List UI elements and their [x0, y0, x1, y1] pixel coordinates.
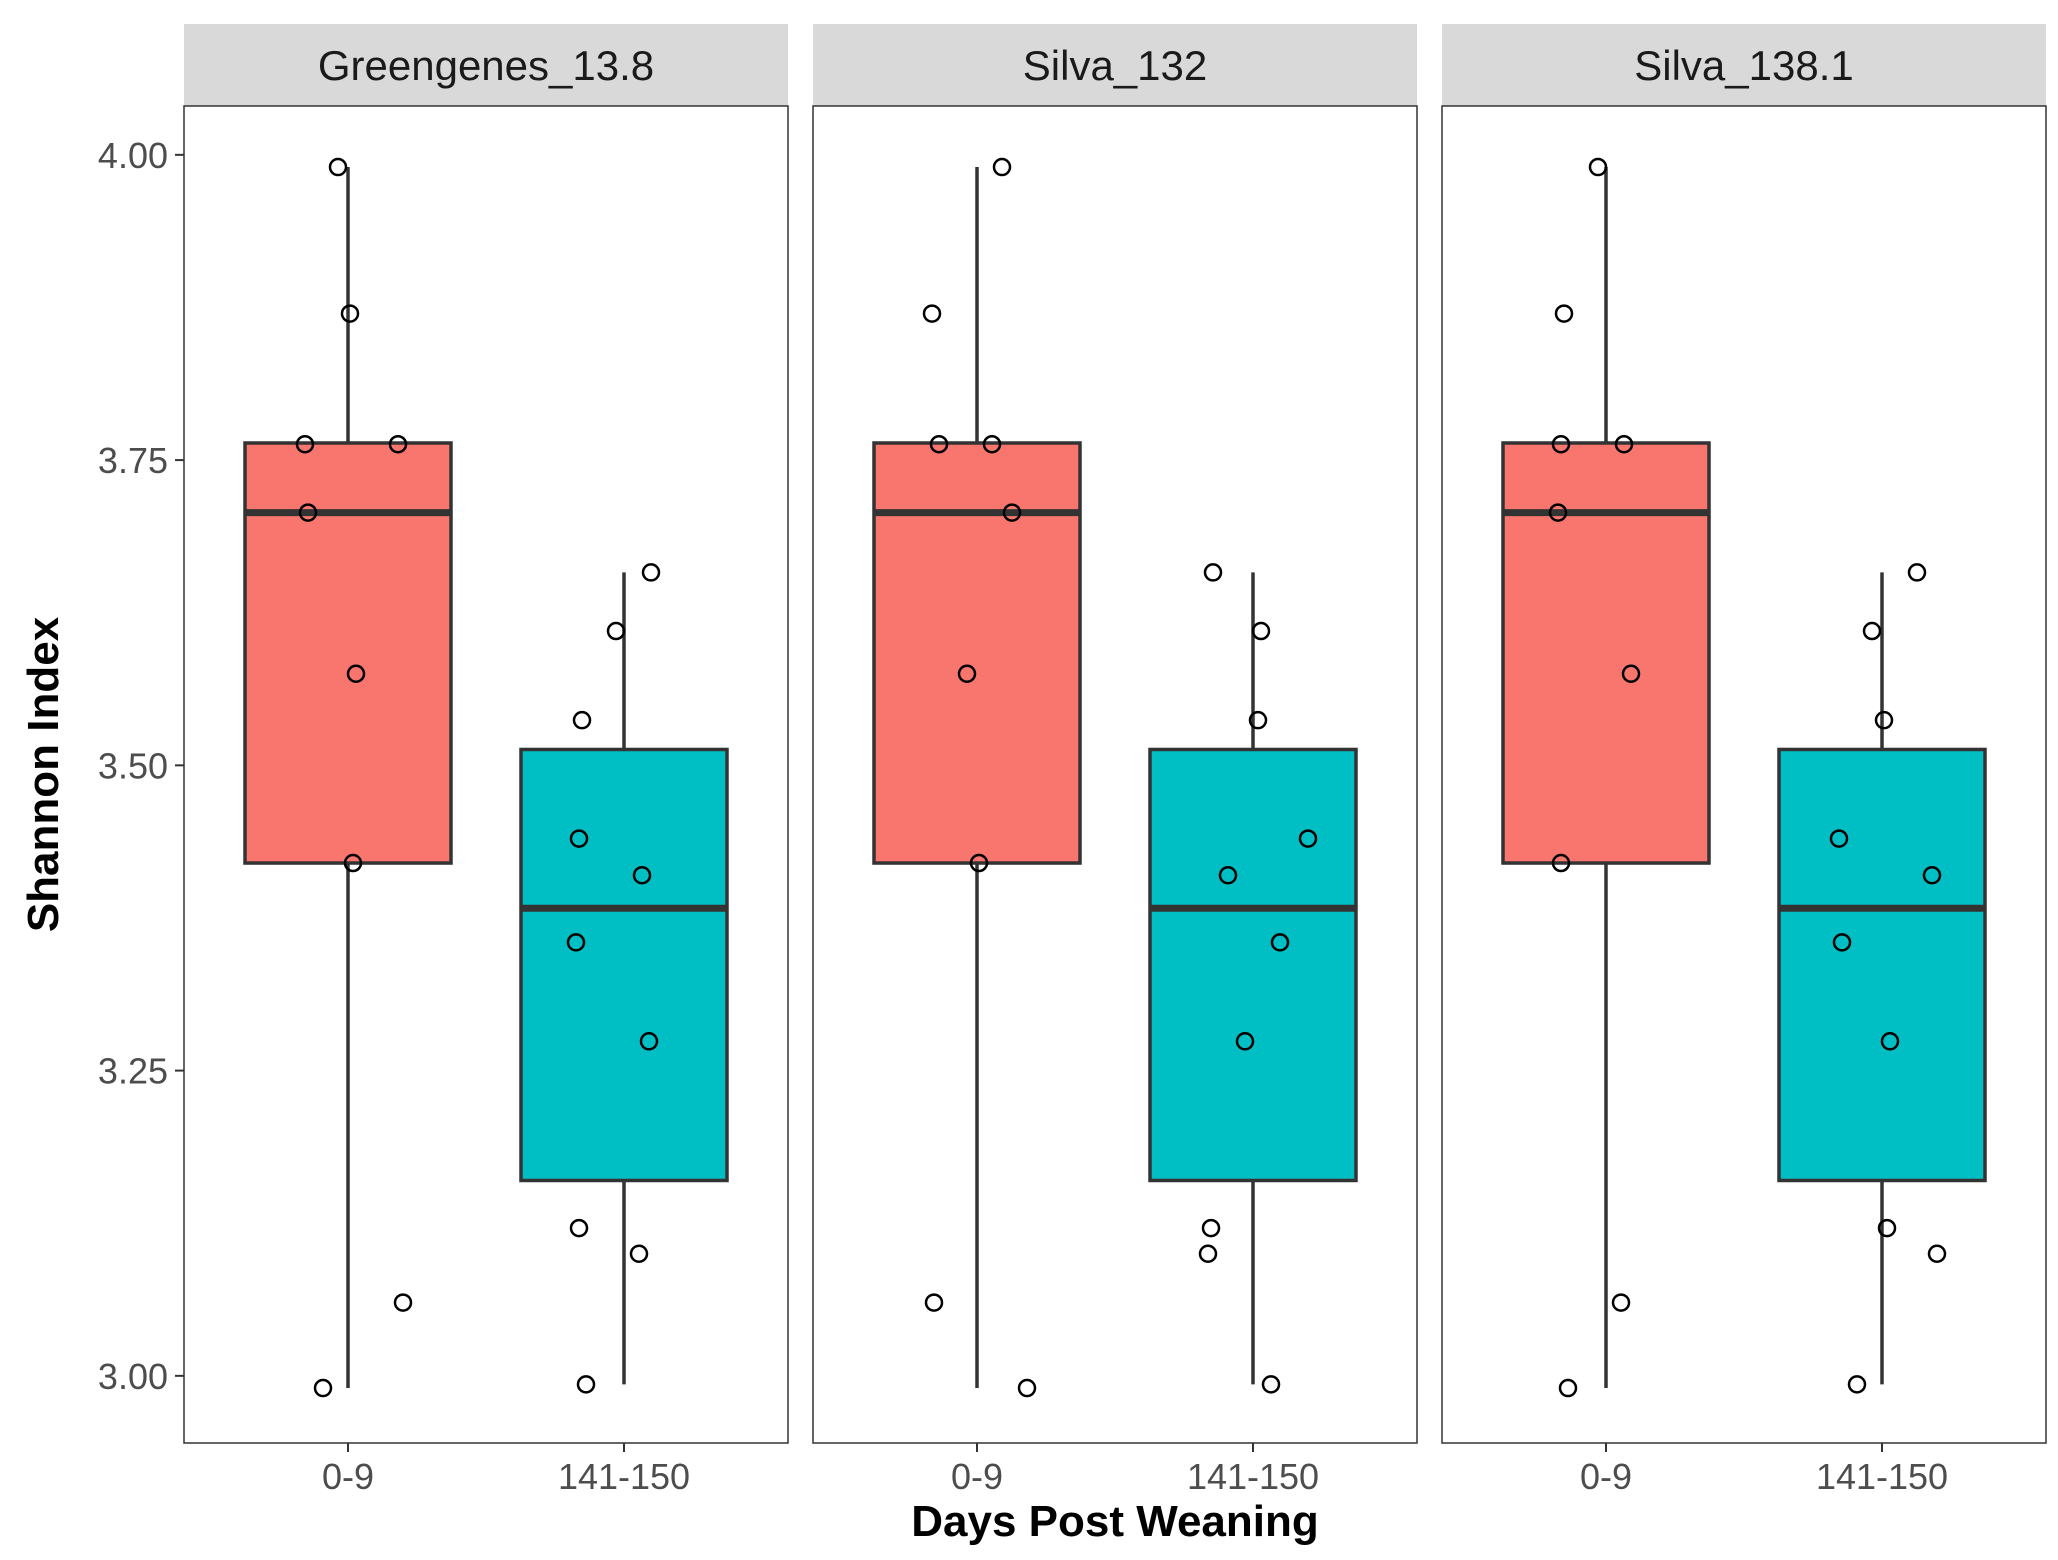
x-tick-label: 0-9 — [951, 1456, 1003, 1497]
y-axis: 3.00 3.25 3.50 3.75 4.00 — [98, 135, 184, 1397]
data-point — [969, 853, 989, 873]
x-tick-label: 141-150 — [1187, 1456, 1319, 1497]
data-point — [1829, 829, 1849, 848]
panel-title: Silva_132 — [1023, 42, 1207, 89]
panel-title: Silva_138.1 — [1634, 42, 1854, 89]
data-point — [298, 503, 318, 522]
panel-strip — [813, 24, 1417, 106]
data-point — [1298, 829, 1318, 848]
data-point — [1611, 1293, 1631, 1312]
data-point — [1551, 434, 1571, 454]
data-point — [346, 664, 366, 684]
data-point — [1218, 865, 1238, 885]
data-point — [924, 1293, 944, 1312]
box-iqr — [243, 441, 453, 865]
box-141-150 — [1148, 572, 1358, 1385]
data-point — [929, 434, 949, 454]
data-point — [1551, 853, 1571, 873]
data-point — [1248, 710, 1268, 730]
data-point — [393, 1293, 413, 1312]
y-axis-title: Shannon Index — [19, 616, 68, 932]
data-point — [1832, 933, 1852, 952]
x-tick-label: 0-9 — [1580, 1456, 1632, 1497]
data-point — [1922, 865, 1942, 885]
data-point — [632, 865, 652, 885]
box-iqr — [1501, 441, 1711, 865]
panels-layer: Greengenes_13.8 0-9 141-150 Silva_132 0-9 141… — [183, 24, 2047, 1497]
y-tick-label: 3.00 — [98, 1356, 168, 1397]
data-point — [639, 1032, 659, 1051]
panel-0: Greengenes_13.8 0-9 141-150 — [183, 24, 789, 1497]
data-point — [576, 1375, 596, 1394]
data-point — [1877, 1218, 1897, 1238]
data-point — [343, 853, 363, 873]
data-point — [569, 829, 589, 848]
box-0-9 — [1501, 167, 1711, 1389]
box-iqr — [1777, 747, 1987, 1183]
data-point — [606, 621, 626, 641]
x-axis-title: Days Post Weaning — [911, 1497, 1319, 1546]
data-point — [1201, 1218, 1221, 1238]
data-point — [313, 1378, 333, 1398]
data-point — [1554, 304, 1574, 323]
x-tick-label: 0-9 — [322, 1456, 374, 1497]
data-point — [572, 710, 592, 730]
box-0-9 — [243, 167, 453, 1389]
box-iqr — [872, 441, 1082, 865]
data-point — [1002, 503, 1022, 522]
data-point — [1251, 621, 1271, 641]
data-point — [1588, 157, 1608, 177]
panel-1: Silva_132 0-9 141-150 — [812, 24, 1418, 1497]
box-iqr — [519, 747, 729, 1183]
panel-strip — [184, 24, 788, 106]
data-point — [1017, 1378, 1037, 1398]
data-point — [1927, 1244, 1947, 1263]
y-tick-label: 3.50 — [98, 745, 168, 786]
data-point — [328, 157, 348, 177]
data-point — [922, 304, 942, 323]
box-0-9 — [872, 167, 1082, 1389]
data-point — [641, 563, 661, 582]
data-point — [982, 434, 1002, 454]
data-point — [1880, 1032, 1900, 1051]
data-point — [340, 304, 360, 323]
box-iqr — [1148, 747, 1358, 1183]
data-point — [1847, 1375, 1867, 1394]
data-point — [566, 933, 586, 952]
data-point — [1548, 503, 1568, 522]
panel-2: Silva_138.1 0-9 141-150 — [1441, 24, 2047, 1497]
panel-strip — [1442, 24, 2046, 106]
data-point — [1198, 1244, 1218, 1263]
data-point — [1614, 434, 1634, 454]
y-tick-label: 3.25 — [98, 1051, 168, 1092]
data-point — [992, 157, 1012, 177]
box-141-150 — [519, 572, 729, 1385]
panel-title: Greengenes_13.8 — [318, 42, 654, 89]
y-tick-label: 3.75 — [98, 440, 168, 481]
data-point — [1235, 1032, 1255, 1051]
data-point — [1203, 563, 1223, 582]
data-point — [388, 434, 408, 454]
data-point — [629, 1244, 649, 1263]
data-point — [1558, 1378, 1578, 1398]
data-point — [1874, 710, 1894, 730]
y-tick-label: 4.00 — [98, 135, 168, 176]
data-point — [1261, 1375, 1281, 1394]
data-point — [1907, 563, 1927, 582]
data-point — [295, 434, 315, 454]
data-point — [569, 1218, 589, 1238]
box-141-150 — [1777, 572, 1987, 1385]
data-point — [1862, 621, 1882, 641]
data-point — [957, 664, 977, 684]
data-point — [1270, 933, 1290, 952]
x-tick-label: 141-150 — [1816, 1456, 1948, 1497]
data-point — [1621, 664, 1641, 684]
x-tick-label: 141-150 — [558, 1456, 690, 1497]
